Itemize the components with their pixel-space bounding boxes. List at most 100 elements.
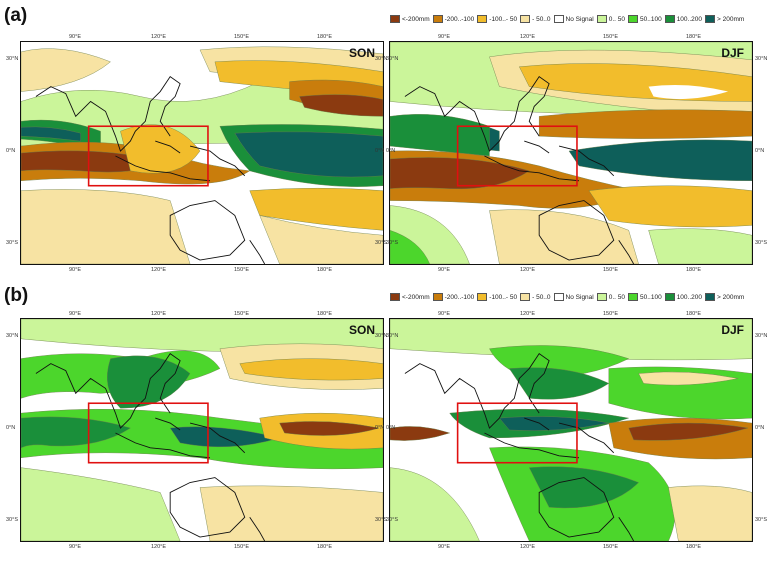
precip-anomaly-region bbox=[528, 466, 639, 509]
precip-anomaly-region bbox=[299, 94, 383, 117]
legend-swatch bbox=[705, 15, 715, 23]
legend-label: - 50..0 bbox=[532, 293, 551, 301]
lon-tick-label: 90°E bbox=[69, 544, 81, 550]
legend-label: 0.. 50 bbox=[608, 15, 625, 23]
lat-tick-label: 0°N bbox=[755, 425, 765, 431]
legend-label: 50..100 bbox=[640, 293, 662, 301]
lon-tick-label: 90°E bbox=[438, 34, 450, 40]
legend-item: 100..200 bbox=[664, 15, 702, 23]
lat-tick-label: 30°N bbox=[6, 56, 19, 62]
lon-tick-label: 120°E bbox=[520, 544, 536, 550]
legend-swatch bbox=[596, 15, 607, 23]
legend-swatch bbox=[628, 293, 638, 301]
lon-tick-label: 150°E bbox=[234, 34, 250, 40]
map-a-djf: DJF bbox=[389, 41, 753, 265]
lat-tick-label: 0°N bbox=[375, 425, 385, 431]
lat-tick-label: 30°N bbox=[6, 333, 19, 339]
legend-swatch bbox=[553, 293, 564, 301]
lat-tick-label: 30°S bbox=[386, 240, 398, 246]
precip-anomaly-region bbox=[628, 422, 749, 441]
lon-tick-label: 150°E bbox=[603, 34, 619, 40]
region-highlight-box bbox=[87, 125, 209, 187]
legend-item: No Signal bbox=[553, 15, 594, 23]
map-canvas bbox=[21, 42, 383, 264]
panel-b-label: (b) bbox=[4, 285, 29, 306]
precip-anomaly-region bbox=[21, 416, 131, 449]
legend-a: <-200mm -200..-100 -100..- 50 - 50..0 No Sig… bbox=[390, 13, 744, 25]
legend-item: 0.. 50 bbox=[596, 15, 625, 23]
precip-anomaly-region bbox=[21, 48, 111, 92]
precip-anomaly-region bbox=[568, 139, 752, 181]
legend-item: - 50..0 bbox=[520, 15, 551, 23]
map-b-djf: DJF bbox=[389, 318, 753, 542]
precip-anomaly-region bbox=[390, 467, 480, 541]
precip-anomaly-region bbox=[279, 421, 380, 436]
precip-anomaly-region bbox=[21, 467, 181, 541]
lat-tick-label: 30°S bbox=[386, 517, 398, 523]
season-label: SON bbox=[348, 323, 375, 337]
legend-swatch bbox=[390, 15, 400, 23]
legend-swatch bbox=[432, 293, 443, 301]
legend-swatch bbox=[520, 15, 531, 23]
legend-swatch bbox=[390, 293, 400, 301]
lon-tick-label: 90°E bbox=[69, 267, 81, 273]
precip-anomaly-region bbox=[638, 371, 739, 386]
legend-item: 100..200 bbox=[664, 293, 702, 301]
lat-tick-label: 0°N bbox=[386, 425, 396, 431]
legend-item: - 50..0 bbox=[520, 293, 551, 301]
season-label: SON bbox=[348, 46, 375, 60]
lon-tick-label: 90°E bbox=[69, 34, 81, 40]
precip-anomaly-region bbox=[390, 426, 451, 441]
precip-anomaly-region bbox=[239, 358, 383, 381]
lon-tick-label: 90°E bbox=[69, 311, 81, 317]
legend-label: No Signal bbox=[565, 15, 594, 23]
precip-anomaly-region bbox=[648, 84, 729, 100]
lon-tick-label: 180°E bbox=[317, 267, 333, 273]
legend-b: <-200mm -200..-100 -100..- 50 - 50..0 No Sig… bbox=[390, 291, 744, 303]
lon-tick-label: 120°E bbox=[151, 311, 167, 317]
lon-tick-label: 150°E bbox=[234, 311, 250, 317]
legend-item: > 200mm bbox=[705, 15, 744, 23]
legend-swatch bbox=[664, 293, 675, 301]
legend-item: 50..100 bbox=[628, 15, 662, 23]
legend-label: <-200mm bbox=[402, 293, 430, 301]
coastline bbox=[35, 353, 266, 541]
precip-anomaly-region bbox=[21, 189, 191, 264]
lon-tick-label: 150°E bbox=[603, 544, 619, 550]
season-label: DJF bbox=[721, 46, 744, 60]
legend-label: -200..-100 bbox=[444, 293, 475, 301]
lon-tick-label: 120°E bbox=[151, 267, 167, 273]
legend-swatch bbox=[477, 15, 488, 23]
lon-tick-label: 150°E bbox=[234, 544, 250, 550]
precip-anomaly-region bbox=[668, 485, 752, 541]
legend-label: > 200mm bbox=[717, 15, 745, 23]
precip-anomaly-region bbox=[648, 228, 752, 264]
legend-swatch bbox=[705, 293, 715, 301]
lon-tick-label: 180°E bbox=[317, 311, 333, 317]
lat-tick-label: 30°S bbox=[755, 517, 767, 523]
legend-label: > 200mm bbox=[717, 293, 745, 301]
lon-tick-label: 150°E bbox=[234, 267, 250, 273]
lat-tick-label: 30°N bbox=[386, 56, 399, 62]
legend-label: 100..200 bbox=[676, 293, 702, 301]
legend-label: -100..- 50 bbox=[489, 293, 518, 301]
lon-tick-label: 180°E bbox=[317, 544, 333, 550]
lon-tick-label: 120°E bbox=[151, 544, 167, 550]
legend-swatch bbox=[520, 293, 531, 301]
precip-anomaly-region bbox=[120, 124, 201, 174]
lon-tick-label: 150°E bbox=[603, 267, 619, 273]
legend-item: <-200mm bbox=[390, 293, 430, 301]
legend-item: -100..- 50 bbox=[477, 293, 517, 301]
lat-tick-label: 0°N bbox=[755, 148, 765, 154]
legend-item: 0.. 50 bbox=[596, 293, 625, 301]
precip-anomaly-region bbox=[199, 485, 383, 541]
lon-tick-label: 180°E bbox=[686, 267, 702, 273]
legend-swatch bbox=[596, 293, 607, 301]
legend-swatch bbox=[553, 15, 564, 23]
lat-tick-label: 0°N bbox=[386, 148, 396, 154]
lat-tick-label: 30°N bbox=[755, 333, 768, 339]
lon-tick-label: 180°E bbox=[686, 34, 702, 40]
precip-anomaly-region bbox=[588, 185, 752, 228]
lat-tick-label: 0°N bbox=[375, 148, 385, 154]
legend-label: -100..- 50 bbox=[489, 15, 518, 23]
